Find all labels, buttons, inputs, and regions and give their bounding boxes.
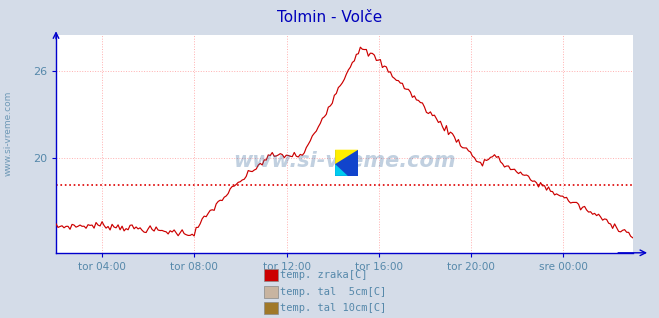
Text: temp. zraka[C]: temp. zraka[C] <box>280 270 368 280</box>
Text: temp. tal  5cm[C]: temp. tal 5cm[C] <box>280 287 386 297</box>
Text: temp. tal 10cm[C]: temp. tal 10cm[C] <box>280 303 386 313</box>
Polygon shape <box>335 164 348 176</box>
Text: Tolmin - Volče: Tolmin - Volče <box>277 10 382 24</box>
Text: www.si-vreme.com: www.si-vreme.com <box>4 91 13 176</box>
Bar <box>335 150 358 176</box>
Text: www.si-vreme.com: www.si-vreme.com <box>233 151 455 171</box>
Polygon shape <box>335 150 358 164</box>
